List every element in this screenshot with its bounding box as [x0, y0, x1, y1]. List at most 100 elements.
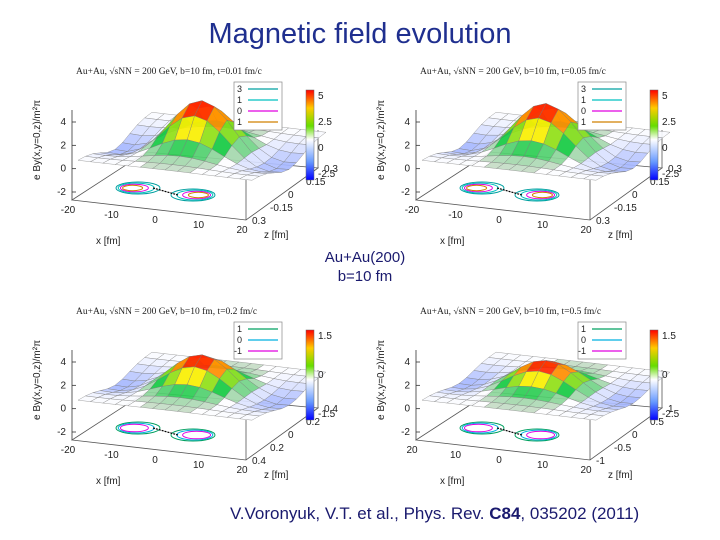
- surface-cell: [239, 414, 260, 421]
- field-lines: [496, 427, 523, 436]
- y-tick-label: 0.3: [324, 164, 338, 175]
- surface-mesh: [77, 100, 327, 181]
- plot-title: Au+Au, √sNN = 200 GeV, b=10 fm, t=0.05 f…: [420, 66, 606, 77]
- contour-ellipse: [187, 191, 209, 199]
- contour-ellipse: [463, 423, 493, 433]
- contour-ellipse: [182, 190, 212, 200]
- base-contours: [115, 421, 216, 442]
- x-tick-label: 10: [537, 460, 549, 471]
- colorbar-tick-label: 0: [662, 143, 668, 154]
- z-tick-label: 2: [60, 140, 66, 151]
- y-tick-label: 1: [668, 404, 674, 415]
- legend-label: 3: [581, 84, 586, 94]
- y-tick-label: 0.3: [668, 164, 682, 175]
- legend-label: 1: [581, 117, 586, 127]
- x-tick-label: -20: [61, 205, 76, 216]
- x-tick-label: 20: [580, 225, 592, 236]
- z-tick-label: 4: [60, 357, 66, 368]
- contour-ellipse: [182, 430, 212, 440]
- x-axis-label: x [fm]: [440, 476, 465, 487]
- contour-ellipse: [466, 184, 488, 192]
- y-tick-label: 0.3: [596, 216, 610, 227]
- contour-ellipse: [531, 191, 553, 199]
- base-contours: [459, 181, 560, 202]
- z-tick-label: 0: [404, 404, 410, 415]
- surface-cell: [238, 174, 260, 181]
- z-tick-label: 2: [404, 140, 410, 151]
- z-tick-label: -2: [57, 427, 66, 438]
- legend-label: 3: [237, 84, 242, 94]
- legend-label: 1: [581, 324, 586, 334]
- base-contours: [115, 181, 216, 202]
- colorbar: [649, 89, 659, 181]
- y-tick-label: 0: [632, 430, 638, 441]
- legend-label: 0: [237, 106, 242, 116]
- y-tick-label: -0.15: [614, 203, 637, 214]
- z-tick-label: 2: [60, 380, 66, 391]
- contour-ellipse: [514, 188, 560, 202]
- x-tick-label: 20: [580, 465, 592, 476]
- z-tick-label: -2: [57, 187, 66, 198]
- contour-ellipse: [119, 423, 149, 433]
- z-tick-label: 4: [404, 117, 410, 128]
- y-tick-label: 0.4: [324, 404, 338, 415]
- z-tick-label: -2: [401, 187, 410, 198]
- contour-ellipse: [459, 181, 505, 195]
- z-axis-label: e By(x,y=0,z)/m²π: [376, 100, 387, 180]
- y-axis-label: z [fm]: [608, 470, 633, 481]
- x-tick-label: 10: [193, 220, 205, 231]
- surface-cell: [583, 414, 604, 421]
- z-axis-label: e By(x,y=0,z)/m²π: [32, 100, 43, 180]
- y-axis-label: z [fm]: [608, 230, 633, 241]
- chart-panel-t001: Au+Au, √sNN = 200 GeV, b=10 fm, t=0.01 f…: [28, 60, 348, 250]
- plot-title: Au+Au, √sNN = 200 GeV, b=10 fm, t=0.2 fm…: [76, 306, 257, 317]
- contour-ellipse: [463, 183, 493, 193]
- legend-label: 1: [237, 95, 242, 105]
- citation: V.Voronyuk, V.T. et al., Phys. Rev. C84,…: [230, 504, 639, 524]
- colorbar-tick-label: 2.5: [662, 117, 676, 128]
- y-tick-label: -0.5: [614, 443, 632, 454]
- legend-label: 0: [581, 106, 586, 116]
- y-tick-label: 0.15: [306, 177, 326, 188]
- y-tick-label: 0.2: [270, 443, 284, 454]
- x-tick-label: 0: [496, 215, 502, 226]
- y-tick-label: 0.15: [650, 177, 670, 188]
- citation-authors: V.Voronyuk, V.T. et al., Phys. Rev.: [230, 504, 490, 523]
- colorbar: [649, 329, 659, 421]
- legend-label: 1: [237, 117, 242, 127]
- field-lines: [152, 427, 179, 436]
- colorbar-tick-label: 0: [318, 143, 324, 154]
- x-tick-label: 0: [152, 215, 158, 226]
- legend-label: 1: [237, 324, 242, 334]
- colorbar-tick-label: 1.5: [662, 331, 676, 342]
- colorbar-tick-label: -2.5: [662, 169, 680, 180]
- x-axis-label: x [fm]: [96, 236, 121, 247]
- colorbar: [305, 329, 315, 421]
- y-tick-label: 0.4: [252, 456, 266, 467]
- surface-plot-svg: Au+Au, √sNN = 200 GeV, b=10 fm, t=0.05 f…: [376, 66, 682, 247]
- x-tick-label: 10: [450, 450, 462, 461]
- surface-mesh: [77, 351, 327, 421]
- plot-title: Au+Au, √sNN = 200 GeV, b=10 fm, t=0.01 f…: [76, 66, 262, 77]
- field-lines: [496, 187, 523, 196]
- legend-label: -1: [234, 346, 242, 356]
- contour-ellipse: [119, 183, 149, 193]
- colorbar-tick-label: -1.5: [318, 409, 336, 420]
- x-tick-label: 0: [496, 455, 502, 466]
- x-tick-label: -10: [104, 210, 119, 221]
- z-tick-label: 2: [404, 380, 410, 391]
- colorbar-tick-label: 1.5: [318, 331, 332, 342]
- chart-panel-t05: Au+Au, √sNN = 200 GeV, b=10 fm, t=0.5 fm…: [372, 300, 692, 490]
- y-tick-label: 0.3: [252, 216, 266, 227]
- z-tick-label: -2: [401, 427, 410, 438]
- x-tick-label: 10: [537, 220, 549, 231]
- colorbar: [305, 89, 315, 181]
- contour-ellipse: [115, 421, 161, 435]
- colorbar-tick-label: -2.5: [662, 409, 680, 420]
- surface-plot-svg: Au+Au, √sNN = 200 GeV, b=10 fm, t=0.2 fm…: [32, 306, 338, 487]
- surface-plot-svg: Au+Au, √sNN = 200 GeV, b=10 fm, t=0.01 f…: [32, 66, 338, 247]
- legend-label: 1: [581, 95, 586, 105]
- colorbar-tick-label: 0: [318, 370, 324, 381]
